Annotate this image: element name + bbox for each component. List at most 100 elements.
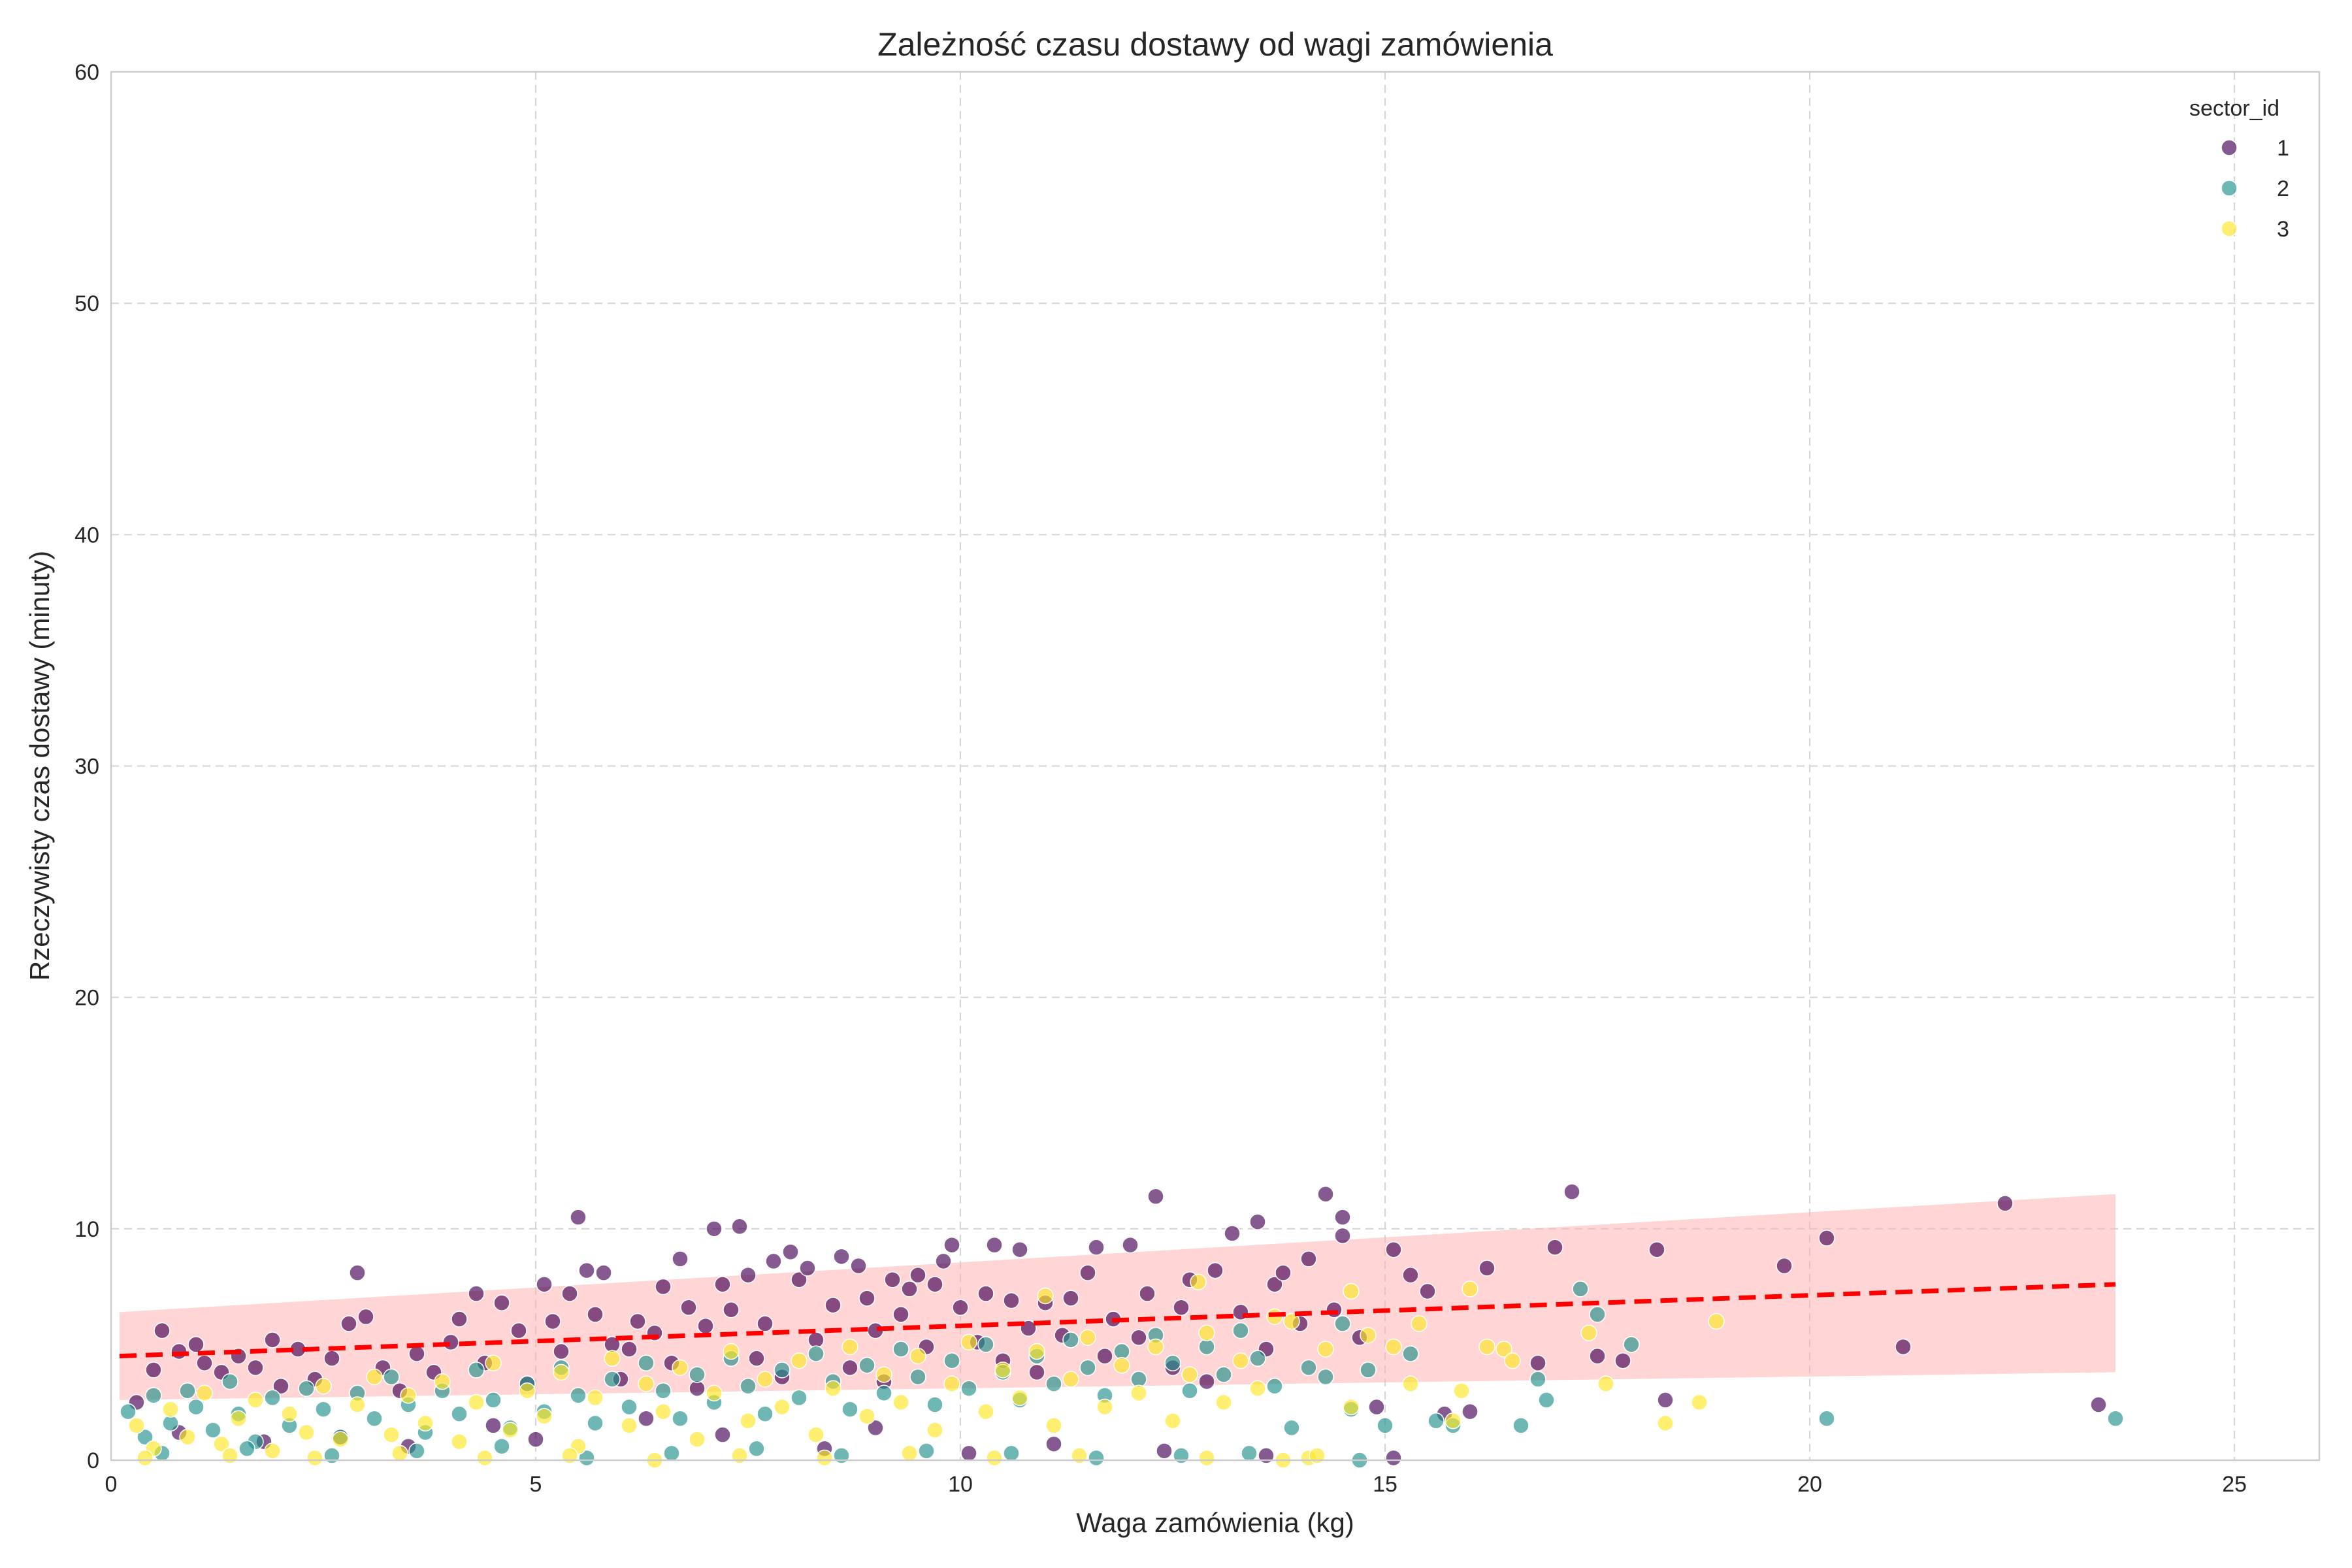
data-point-sector-1	[188, 1336, 204, 1353]
data-point-sector-1	[748, 1350, 765, 1367]
data-point-sector-2	[485, 1392, 502, 1409]
data-point-sector-1	[468, 1285, 485, 1302]
data-point-sector-3	[434, 1373, 451, 1390]
data-point-sector-2	[451, 1405, 468, 1422]
data-point-sector-2	[1249, 1350, 1266, 1367]
data-point-sector-3	[1343, 1282, 1360, 1300]
data-point-sector-2	[1317, 1368, 1334, 1386]
data-point-sector-1	[544, 1313, 561, 1330]
legend-label-2: 2	[2277, 176, 2289, 201]
data-point-sector-1	[1062, 1290, 1079, 1307]
data-point-sector-2	[926, 1396, 943, 1413]
x-tick-label: 20	[1797, 1472, 1822, 1497]
data-point-sector-2	[1360, 1362, 1377, 1379]
data-point-sector-3	[723, 1343, 740, 1360]
data-point-sector-2	[1572, 1281, 1589, 1298]
data-point-sector-2	[791, 1389, 808, 1407]
data-point-sector-1	[621, 1341, 638, 1358]
data-point-sector-3	[1385, 1338, 1402, 1356]
data-point-sector-2	[841, 1401, 858, 1418]
data-point-sector-3	[230, 1410, 247, 1427]
data-point-sector-3	[858, 1407, 875, 1425]
data-point-sector-3	[332, 1431, 349, 1448]
data-point-sector-2	[892, 1341, 909, 1358]
data-point-sector-3	[1453, 1382, 1470, 1399]
data-point-sector-2	[918, 1443, 935, 1460]
data-point-sector-1	[1028, 1364, 1045, 1381]
data-point-sector-2	[1512, 1417, 1529, 1434]
data-point-sector-3	[349, 1396, 366, 1413]
axis-ticks: 0 5 10 15 20 25 0 10 20 30 40 50 60	[74, 60, 2247, 1497]
data-point-sector-1	[587, 1306, 604, 1323]
data-point-sector-2	[689, 1366, 706, 1383]
data-point-sector-1	[723, 1301, 740, 1318]
data-point-sector-1	[1657, 1392, 1674, 1409]
data-point-sector-2	[672, 1410, 689, 1427]
data-point-sector-2	[748, 1440, 765, 1458]
data-point-sector-1	[1207, 1262, 1224, 1279]
data-point-sector-3	[1045, 1417, 1062, 1434]
data-point-sector-3	[689, 1431, 706, 1448]
data-point-sector-3	[366, 1368, 383, 1386]
data-point-sector-2	[204, 1422, 221, 1439]
data-point-sector-1	[527, 1431, 544, 1448]
data-point-sector-1	[867, 1419, 884, 1437]
data-point-sector-3	[757, 1371, 774, 1388]
data-point-sector-2	[120, 1403, 137, 1420]
data-point-sector-3	[901, 1445, 918, 1462]
data-point-sector-2	[909, 1368, 926, 1386]
data-point-sector-3	[1504, 1352, 1521, 1369]
x-axis-label: Waga zamówienia (kg)	[1076, 1507, 1354, 1538]
data-point-sector-3	[196, 1384, 213, 1402]
y-tick-label: 30	[74, 755, 99, 779]
data-point-sector-3	[740, 1413, 757, 1429]
data-point-sector-3	[1478, 1338, 1495, 1356]
data-point-sector-1	[171, 1343, 188, 1360]
data-point-sector-1	[1614, 1352, 1631, 1369]
data-point-sector-3	[1708, 1313, 1725, 1330]
data-point-sector-3	[476, 1449, 493, 1467]
data-point-sector-1	[247, 1359, 264, 1377]
data-point-sector-2	[179, 1382, 196, 1399]
data-point-sector-1	[1368, 1398, 1385, 1416]
data-point-sector-3	[247, 1392, 264, 1409]
data-point-sector-2	[1079, 1359, 1096, 1377]
data-point-sector-3	[553, 1364, 570, 1381]
data-point-sector-2	[570, 1387, 587, 1404]
data-point-sector-1	[485, 1417, 502, 1434]
data-point-sector-2	[1062, 1331, 1079, 1348]
data-point-sector-3	[1657, 1414, 1674, 1432]
data-point-sector-1	[1529, 1354, 1546, 1371]
data-point-sector-1	[510, 1322, 527, 1339]
x-tick-label: 0	[105, 1472, 118, 1497]
data-point-sector-3	[1580, 1324, 1597, 1341]
data-point-sector-2	[578, 1449, 595, 1467]
data-point-sector-1	[1326, 1301, 1343, 1318]
data-point-sector-3	[1445, 1413, 1462, 1429]
data-point-sector-1	[1130, 1329, 1147, 1347]
data-point-sector-3	[281, 1405, 298, 1422]
trend-line	[119, 1282, 2116, 1359]
data-point-sector-3	[1147, 1338, 1164, 1356]
data-point-sector-2	[238, 1440, 255, 1458]
data-point-sector-3	[315, 1377, 332, 1395]
data-point-sector-3	[655, 1403, 672, 1420]
data-point-sector-1	[1385, 1449, 1402, 1467]
data-point-sector-3	[1402, 1375, 1419, 1392]
data-point-sector-2	[1818, 1410, 1835, 1427]
data-point-sector-3	[1309, 1447, 1326, 1464]
data-point-sector-2	[366, 1410, 383, 1427]
data-point-sector-1	[1173, 1299, 1190, 1316]
legend-title: sector_id	[2189, 96, 2279, 121]
data-point-sector-1	[629, 1313, 646, 1330]
data-point-sector-1	[901, 1281, 918, 1298]
data-point-sector-2	[1173, 1447, 1190, 1464]
data-point-sector-3	[706, 1384, 723, 1402]
data-point-sector-3	[1190, 1273, 1207, 1291]
data-point-sector-1	[892, 1306, 909, 1323]
data-point-sector-3	[1062, 1371, 1079, 1388]
data-point-sector-1	[757, 1315, 774, 1332]
data-point-sector-2	[1164, 1354, 1181, 1371]
data-point-sector-3	[1096, 1398, 1113, 1416]
data-point-sector-1	[1300, 1250, 1317, 1267]
